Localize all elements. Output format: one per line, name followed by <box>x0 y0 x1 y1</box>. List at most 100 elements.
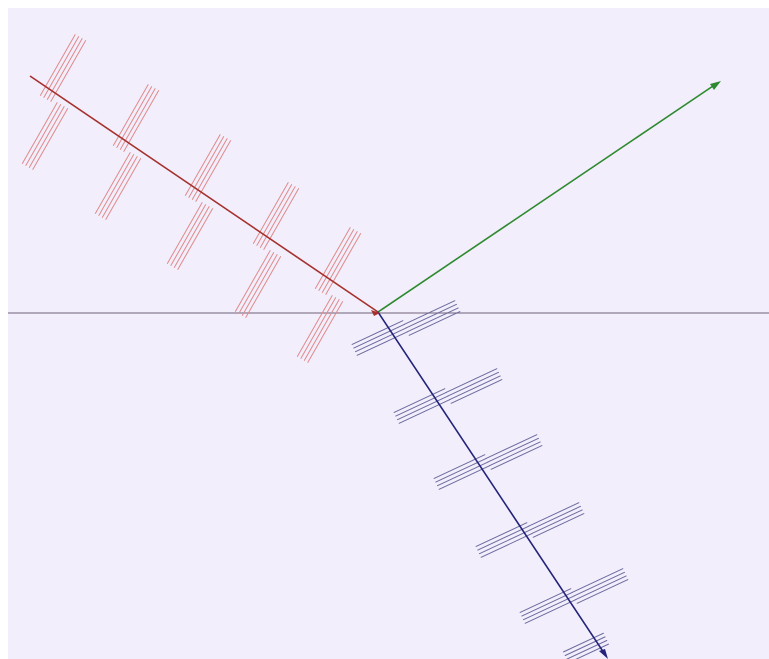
refracted-front-right-stroke <box>529 505 582 531</box>
incident-front-lower-stroke <box>166 202 203 264</box>
incident-front-upper-5 <box>314 227 362 295</box>
refracted-front-left-stroke <box>475 522 528 547</box>
refracted-front-left-stroke <box>438 465 491 490</box>
refraction-diagram <box>8 8 769 659</box>
reflected-arrowhead <box>710 81 721 90</box>
incident-front-lower-stroke <box>94 152 131 214</box>
incident-front-upper-stroke <box>259 186 296 248</box>
incident-front-lower-stroke <box>21 102 58 164</box>
incident-front-upper-1 <box>39 34 87 102</box>
incident-front-lower-stroke <box>28 106 65 168</box>
incident-wavefronts <box>21 34 362 363</box>
incident-front-lower-2 <box>94 152 142 220</box>
refracted-front-left-stroke <box>522 595 575 621</box>
incident-front-upper-stroke <box>43 36 80 98</box>
refracted-front-left-2 <box>393 388 451 424</box>
incident-front-lower-stroke <box>303 299 340 361</box>
refracted-front-right-stroke <box>450 379 503 404</box>
refracted-front-right-3 <box>485 434 543 470</box>
refracted-front-right-stroke <box>530 509 583 535</box>
incident-front-upper-stroke <box>116 86 153 148</box>
refracted-front-left-stroke <box>396 395 449 421</box>
refracted-front-right-stroke <box>573 571 626 597</box>
incident-front-upper-stroke <box>314 227 351 289</box>
refracted-front-right-stroke <box>448 375 501 401</box>
refracted-front-right-stroke <box>487 437 540 463</box>
incident-front-upper-2 <box>112 84 160 152</box>
refracted-front-right-stroke <box>485 434 538 459</box>
refracted-front-left-stroke <box>524 599 577 624</box>
incident-front-lower-5 <box>296 295 344 363</box>
incident-front-upper-stroke <box>325 233 362 295</box>
refracted-front-right-stroke <box>576 579 629 604</box>
incident-front-lower-stroke <box>177 208 214 270</box>
refracted-front-partial-stroke <box>563 632 604 653</box>
refracted-front-left-stroke <box>521 591 574 617</box>
refracted-arrowhead <box>599 649 608 659</box>
refracted-front-right-stroke <box>408 311 461 336</box>
incident-front-lower-stroke <box>307 301 344 363</box>
refracted-front-left-stroke <box>351 320 404 345</box>
refracted-front-right-1 <box>403 300 461 336</box>
incident-front-upper-stroke <box>318 229 355 291</box>
refracted-front-left-stroke <box>354 327 407 353</box>
incident-front-lower-1 <box>21 102 69 170</box>
diagram-background <box>8 8 769 659</box>
refracted-front-right-stroke <box>571 568 624 593</box>
refracted-front-left-stroke <box>398 399 451 424</box>
refracted-front-left-stroke <box>395 391 448 417</box>
refracted-wavefronts <box>351 300 629 659</box>
refracted-front-partial-6 <box>563 632 609 659</box>
refracted-front-right-2 <box>445 368 503 404</box>
incident-front-upper-stroke <box>39 34 76 96</box>
incident-front-upper-stroke <box>119 88 156 150</box>
incident-front-lower-stroke <box>238 252 275 314</box>
refracted-front-left-1 <box>351 320 409 356</box>
incident-front-upper-stroke <box>252 182 289 244</box>
incident-front-upper-stroke <box>50 40 87 102</box>
refracted-front-right-5 <box>571 568 629 604</box>
refracted-front-right-stroke <box>488 441 541 467</box>
refracted-front-left-stroke <box>519 588 572 613</box>
incident-front-lower-stroke <box>245 256 282 318</box>
incident-front-upper-stroke <box>321 231 358 293</box>
reflected-ray <box>377 83 717 313</box>
refracted-front-right-stroke <box>574 575 627 601</box>
refracted-ray <box>377 311 607 657</box>
incident-front-lower-stroke <box>241 254 278 316</box>
refracted-front-right-4 <box>527 502 585 538</box>
refracted-front-right-stroke <box>527 502 580 527</box>
refracted-front-right-stroke <box>406 307 459 333</box>
refracted-front-left-5 <box>519 588 577 624</box>
refracted-front-partial-stroke <box>575 643 609 659</box>
incident-arrowhead <box>371 310 380 316</box>
refracted-front-right-stroke <box>405 303 458 329</box>
incident-front-upper-stroke <box>256 184 293 246</box>
refracted-front-right-stroke <box>447 371 500 397</box>
refracted-front-right-stroke <box>532 513 585 538</box>
incident-front-lower-stroke <box>173 206 210 268</box>
refracted-front-left-stroke <box>393 388 446 413</box>
incident-front-lower-stroke <box>32 108 69 170</box>
refracted-front-left-stroke <box>353 323 406 349</box>
refracted-front-left-stroke <box>433 454 486 479</box>
incident-front-lower-stroke <box>234 250 271 312</box>
refracted-front-left-4 <box>475 522 533 558</box>
incident-front-lower-stroke <box>170 204 207 266</box>
refracted-front-right-stroke <box>445 368 498 393</box>
refracted-front-right-stroke <box>403 300 456 325</box>
incident-front-lower-stroke <box>25 104 62 166</box>
incident-front-lower-stroke <box>300 297 337 359</box>
incident-front-upper-stroke <box>195 140 232 202</box>
diagram-canvas <box>8 8 769 659</box>
refracted-front-right-stroke <box>490 445 543 470</box>
incident-front-lower-stroke <box>105 158 142 220</box>
refracted-front-left-stroke <box>478 529 531 555</box>
incident-ray <box>29 75 379 313</box>
refracted-front-left-stroke <box>477 525 530 551</box>
incident-front-lower-4 <box>234 250 282 318</box>
refracted-front-left-stroke <box>356 331 409 356</box>
incident-front-lower-3 <box>166 202 214 270</box>
incident-front-upper-stroke <box>123 90 160 152</box>
refracted-front-left-stroke <box>480 533 533 558</box>
